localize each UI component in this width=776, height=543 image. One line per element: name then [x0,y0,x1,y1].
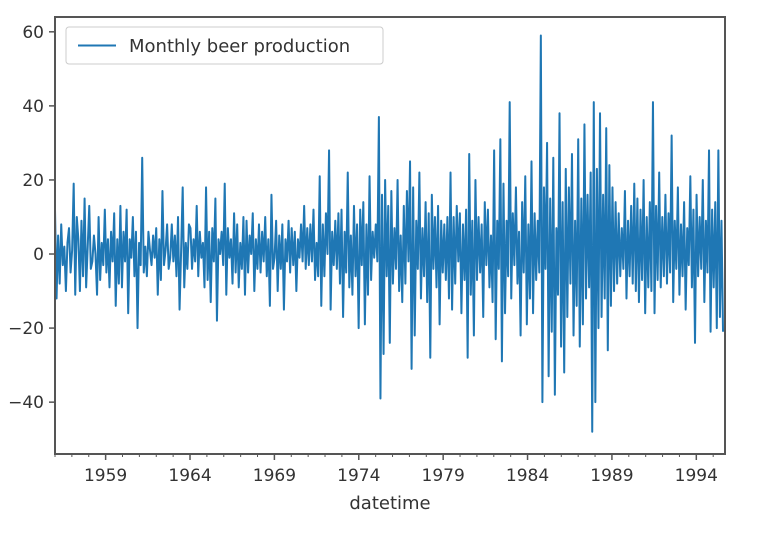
y-tick-label: −20 [8,319,44,339]
y-tick-label: 20 [22,171,44,191]
series-line-monthly-beer-production [54,34,725,433]
x-tick-label: 1969 [253,466,296,486]
x-tick-label: 1989 [590,466,633,486]
x-tick-label: 1974 [337,466,380,486]
y-tick-label: 0 [33,245,44,265]
x-tick-label: 1984 [506,466,549,486]
x-tick-label: 1964 [168,466,211,486]
legend: Monthly beer production [65,26,384,65]
legend-label-monthly-beer-production: Monthly beer production [129,36,350,57]
y-tick-label: −40 [8,393,44,413]
x-tick-label: 1959 [84,466,127,486]
y-axis-ticks: −40 −20 0 20 40 60 [8,23,55,413]
x-axis-label: datetime [349,493,430,514]
x-tick-label: 1979 [422,466,465,486]
x-axis-ticks: 1959 1964 1969 1974 1979 1984 1989 1994 [54,454,718,486]
x-tick-label: 1994 [675,466,718,486]
axes-frame [54,16,726,455]
y-tick-label: 60 [22,23,44,43]
legend-box [65,26,384,65]
y-tick-label: 40 [22,97,44,117]
plot-area [54,34,725,433]
